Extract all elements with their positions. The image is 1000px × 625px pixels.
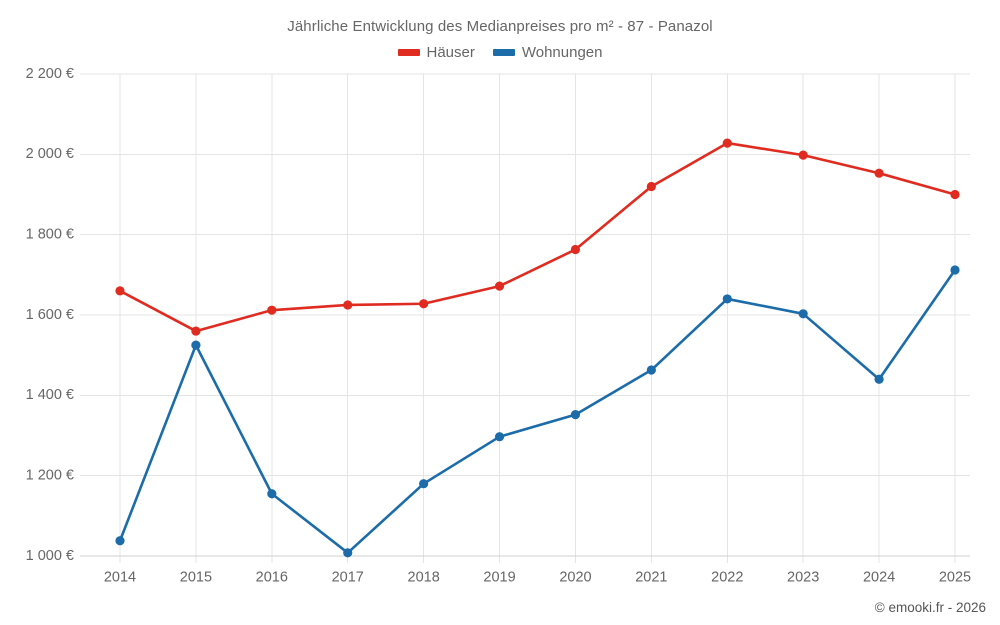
x-axis-tick-label: 2019: [483, 570, 515, 586]
data-point-häuser-2019[interactable]: [494, 281, 505, 291]
x-axis-tick-label: 2023: [787, 570, 819, 586]
data-point-häuser-2024[interactable]: [874, 168, 884, 178]
x-axis-tick-label: 2014: [104, 570, 136, 586]
y-axis-tick-label: 2 200 €: [26, 66, 74, 82]
legend-color-swatch-wohnungen: [492, 49, 515, 56]
x-axis-tick-label: 2015: [180, 570, 212, 586]
x-axis-tick-label: 2020: [559, 570, 591, 586]
data-point-wohnungen-2023[interactable]: [798, 309, 808, 319]
y-axis-tick-label: 1 400 €: [26, 387, 74, 403]
legend-item-wohnungen[interactable]: Wohnungen: [492, 44, 603, 61]
x-axis-tick-label: 2021: [635, 570, 667, 586]
data-point-wohnungen-2021[interactable]: [646, 365, 656, 375]
data-point-wohnungen-2015[interactable]: [191, 340, 201, 350]
y-axis-tick-label: 1 200 €: [26, 467, 74, 483]
data-point-wohnungen-2025[interactable]: [950, 265, 960, 275]
legend-item-hauser[interactable]: Häuser: [397, 44, 475, 61]
series-line-wohnungen: [118, 268, 957, 555]
data-point-wohnungen-2020[interactable]: [570, 410, 581, 420]
data-point-häuser-2017[interactable]: [343, 300, 353, 310]
data-point-wohnungen-2018[interactable]: [419, 479, 429, 489]
data-point-häuser-2018[interactable]: [419, 299, 429, 309]
data-point-häuser-2025[interactable]: [950, 189, 960, 200]
data-point-häuser-2014[interactable]: [115, 286, 125, 296]
y-axis-tick-label: 1 800 €: [26, 226, 74, 242]
data-point-wohnungen-2017[interactable]: [343, 548, 353, 558]
x-axis-tick-label: 2016: [256, 570, 288, 586]
y-axis-tick-label: 1 000 €: [26, 548, 74, 564]
data-point-häuser-2023[interactable]: [798, 150, 808, 160]
data-point-häuser-2022[interactable]: [722, 138, 732, 148]
data-point-häuser-2021[interactable]: [646, 181, 656, 192]
x-axis-tick-label: 2017: [332, 570, 364, 586]
data-point-wohnungen-2022[interactable]: [722, 294, 732, 304]
legend-label-wohnungen: Wohnungen: [521, 44, 603, 61]
x-axis-tick-label: 2024: [863, 570, 895, 586]
series-line-häuser: [118, 141, 957, 333]
data-point-wohnungen-2014[interactable]: [115, 536, 125, 546]
x-axis-tick-labels: 2014 2015 2016 2017 2018 2019 2020 2021 2022 2023…: [104, 570, 971, 586]
x-axis-tick-label: 2018: [408, 570, 440, 586]
data-point-wohnungen-2016[interactable]: [267, 489, 277, 499]
y-axis-tick-labels: 1 000 € 1 200 € 1 400 € 1 600 € 1 800 € 2 000…: [26, 66, 74, 564]
x-axis-tick-label: 2022: [711, 570, 743, 586]
y-axis-tick-label: 1 600 €: [26, 307, 74, 323]
data-series: [115, 138, 960, 558]
data-point-wohnungen-2019[interactable]: [494, 432, 505, 442]
legend-label-hauser: Häuser: [426, 44, 475, 61]
y-axis-tick-label: 2 000 €: [26, 146, 74, 162]
chart-legend: Häuser Wohnungen: [0, 44, 1000, 61]
legend-color-swatch-hauser: [397, 49, 420, 56]
grid-lines: [80, 73, 970, 563]
data-point-häuser-2020[interactable]: [570, 244, 581, 255]
data-point-häuser-2015[interactable]: [191, 326, 201, 336]
x-axis-tick-label: 2025: [939, 570, 971, 586]
chart-title: Jährliche Entwicklung des Medianpreises …: [287, 18, 713, 35]
data-point-häuser-2016[interactable]: [267, 305, 277, 315]
copyright-credit: © emooki.fr - 2026: [874, 600, 986, 615]
data-point-wohnungen-2024[interactable]: [874, 374, 884, 384]
